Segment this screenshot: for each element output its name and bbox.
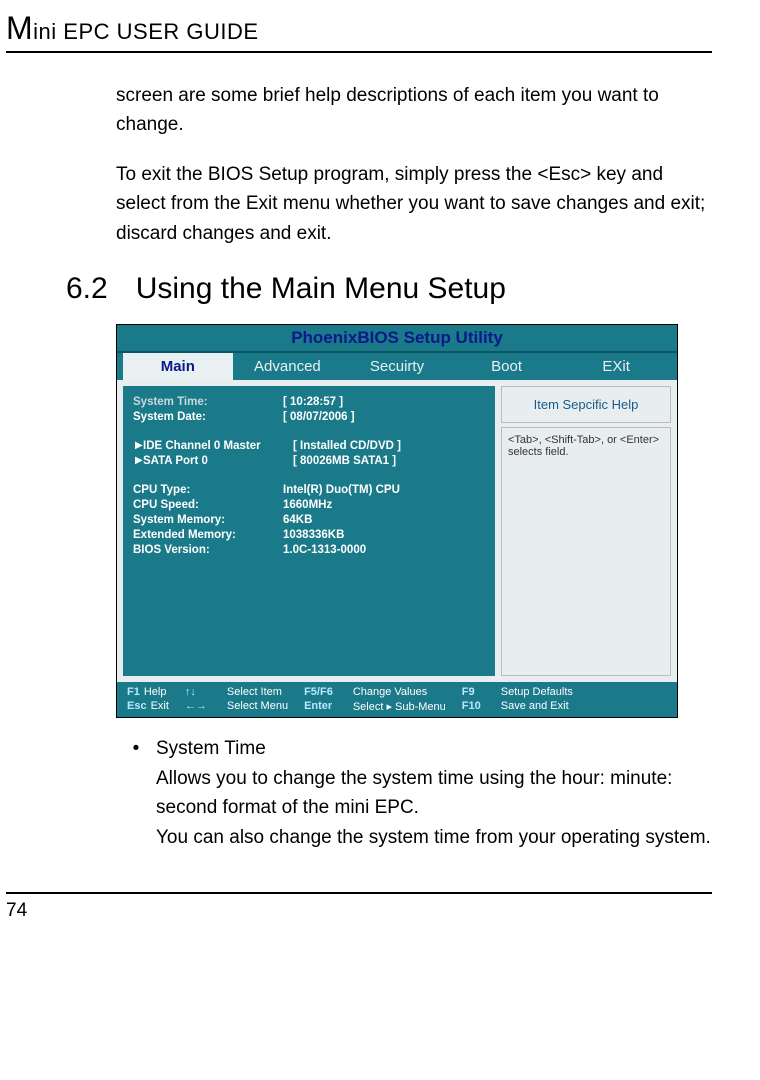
page-number: 74 [6, 900, 712, 922]
bios-title-text: PhoenixBIOS Setup Utility [291, 328, 503, 347]
section-number: 6.2 [66, 272, 108, 305]
page-header: Mini EPC USER GUIDE [6, 10, 712, 47]
arrow-icon: ▶ [135, 440, 143, 451]
system-time-value[interactable]: [ 10:28:57 ] [283, 396, 485, 408]
system-date-value[interactable]: [ 08/07/2006 ] [283, 411, 485, 423]
bios-tab-security[interactable]: Secuirty [342, 353, 452, 380]
key-f10: F10 [462, 700, 481, 712]
bios-tab-boot[interactable]: Boot [452, 353, 562, 380]
bios-titlebar: PhoenixBIOS Setup Utility [117, 325, 677, 353]
bios-ver-value: 1.0C-1313-0000 [283, 544, 485, 556]
bios-footer: F1 Help Esc Exit ↑↓ ←→ Select Item Select … [117, 682, 677, 717]
sys-mem-value: 64KB [283, 514, 485, 526]
bullet-title: System Time [156, 734, 712, 763]
section-title: Using the Main Menu Setup [136, 272, 506, 305]
key-arrows-h: ←→ [185, 700, 207, 712]
help-body: <Tab>, <Shift-Tab>, or <Enter> selects f… [501, 427, 671, 676]
sys-mem-label: System Memory: [133, 514, 283, 526]
bios-tab-exit[interactable]: EXit [561, 353, 671, 380]
bios-body: System Time: [ 10:28:57 ] System Date: [… [117, 380, 677, 682]
footer-rule [6, 892, 712, 894]
bios-tabs: Main Advanced Secuirty Boot EXit [117, 353, 677, 380]
help-title: Item Sepcific Help [501, 386, 671, 423]
header-big-letter: M [6, 10, 33, 46]
header-rule [6, 51, 712, 53]
bullet-block: • System Time Allows you to change the s… [116, 734, 712, 852]
paragraph-1: screen are some brief help descriptions … [116, 81, 712, 140]
key-f9: F9 [462, 686, 475, 698]
cpu-speed-label: CPU Speed: [133, 499, 283, 511]
bullet-dot: • [116, 734, 156, 763]
arrow-icon: ▶ [135, 455, 143, 466]
footer-save: Save and Exit [501, 700, 569, 712]
key-f5f6: F5/F6 [304, 686, 333, 698]
bios-ver-label: BIOS Version: [133, 544, 283, 556]
bios-tab-advanced[interactable]: Advanced [233, 353, 343, 380]
ide-label[interactable]: IDE Channel 0 Master [133, 440, 293, 452]
header-rest: ini EPC USER GUIDE [33, 19, 258, 44]
footer-defaults: Setup Defaults [501, 686, 573, 698]
system-date-label: System Date: [133, 411, 283, 423]
section-heading: 6.2 Using the Main Menu Setup [66, 272, 712, 306]
key-f1: F1 [127, 686, 140, 698]
cpu-type-label: CPU Type: [133, 484, 283, 496]
bullet-line2: You can also change the system time from… [156, 823, 712, 852]
bullet-line1: Allows you to change the system time usi… [156, 764, 712, 823]
paragraph-2: To exit the BIOS Setup program, simply p… [116, 160, 712, 248]
key-arrows-v: ↑↓ [185, 686, 196, 698]
footer-select-item: Select Item [227, 686, 282, 698]
bios-tab-main[interactable]: Main [123, 353, 233, 380]
bios-screenshot: PhoenixBIOS Setup Utility Main Advanced … [116, 324, 678, 718]
bios-right-panel: Item Sepcific Help <Tab>, <Shift-Tab>, o… [501, 386, 671, 676]
footer-help: Help [144, 686, 167, 698]
footer-exit: Exit [151, 700, 169, 712]
footer-select-menu: Select Menu [227, 700, 288, 712]
footer-submenu: Select ▸ Sub-Menu [353, 701, 446, 713]
key-esc: Esc [127, 700, 147, 712]
key-enter: Enter [304, 700, 332, 712]
bios-left-panel: System Time: [ 10:28:57 ] System Date: [… [123, 386, 495, 676]
footer-change: Change Values [353, 686, 427, 698]
system-time-label: System Time: [133, 396, 283, 408]
ext-mem-label: Extended Memory: [133, 529, 283, 541]
ext-mem-value: 1038336KB [283, 529, 485, 541]
cpu-type-value: Intel(R) Duo(TM) CPU [283, 484, 485, 496]
sata-label[interactable]: SATA Port 0 [133, 455, 293, 467]
sata-value: [ 80026MB SATA1 ] [293, 455, 485, 467]
ide-value: [ Installed CD/DVD ] [293, 440, 485, 452]
cpu-speed-value: 1660MHz [283, 499, 485, 511]
